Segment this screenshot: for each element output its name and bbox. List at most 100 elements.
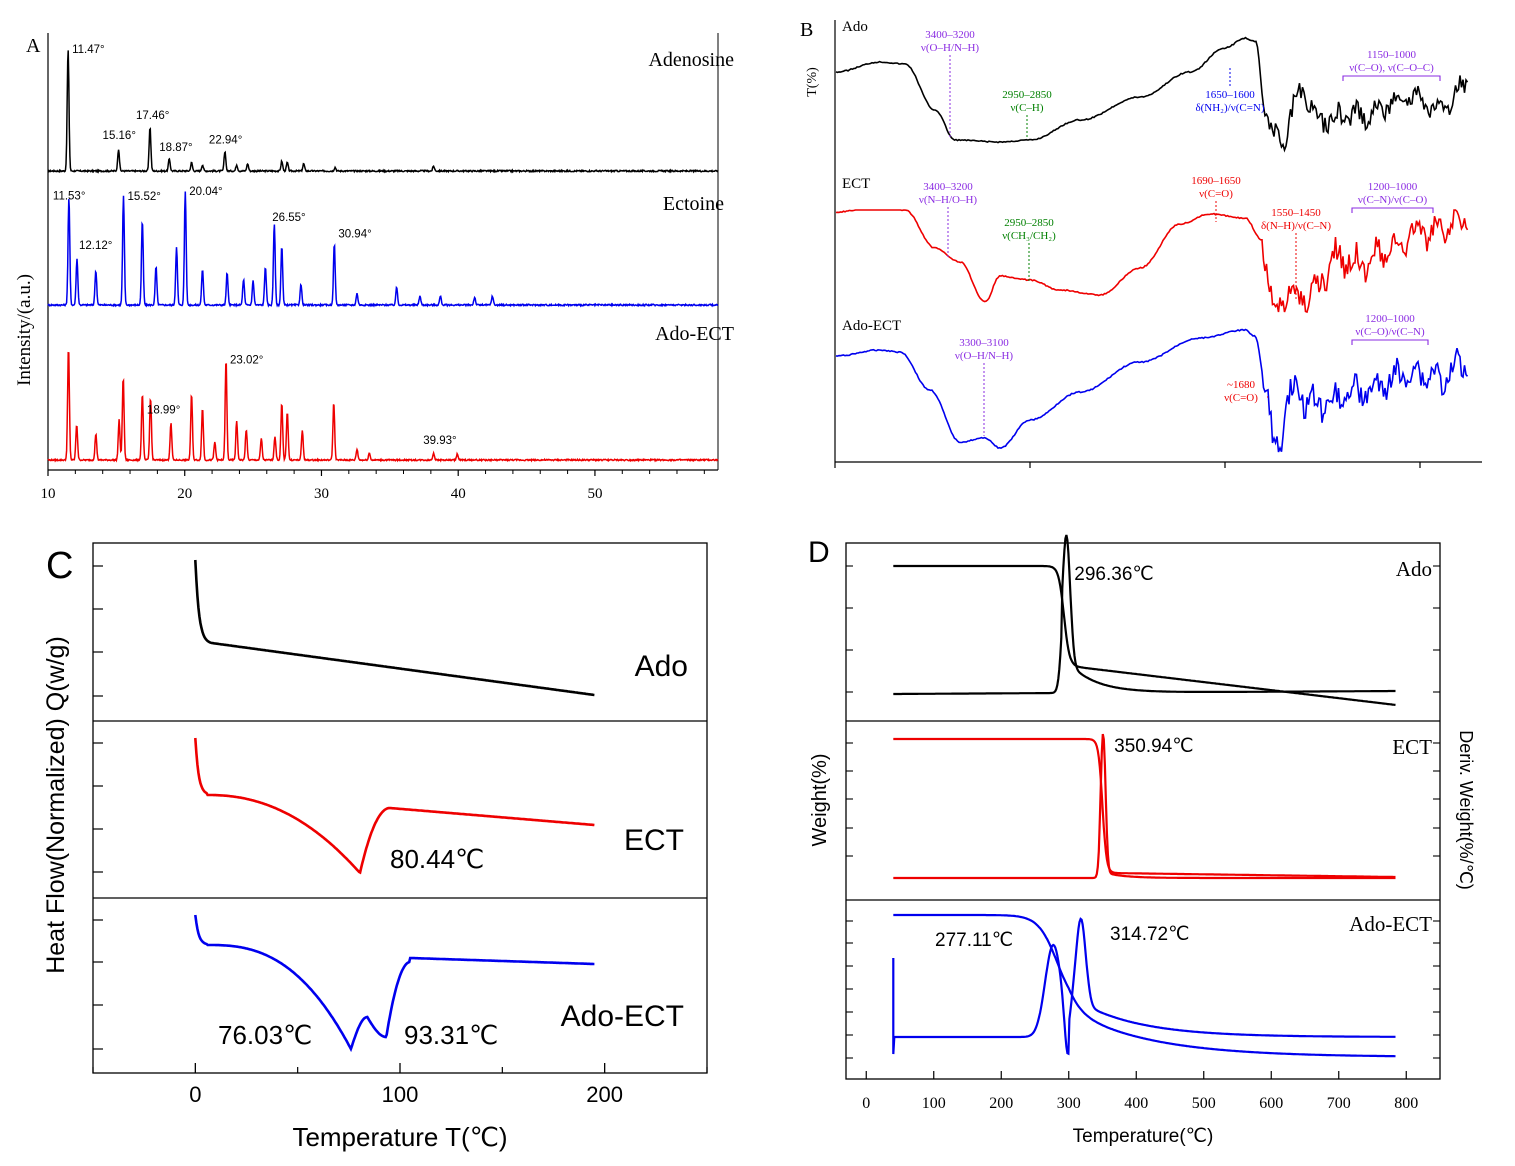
panel-d-peak-label: 350.94℃ xyxy=(1114,736,1193,757)
panel-b-legend-ado-ect: Ado-ECT xyxy=(842,318,901,334)
panel-b-band-label: 1200–1000 xyxy=(1365,313,1415,325)
panel-b-band-label: ν(C–O), ν(C–O–C) xyxy=(1349,62,1434,74)
panel-b-band-label: ν(O–H/N–H) xyxy=(955,350,1013,362)
panel-b-band-label: ν(O–H/N–H) xyxy=(921,42,979,54)
panel-d-xlabel: Temperature(℃) xyxy=(1073,1126,1214,1147)
panel-b-band-label: ~1680 xyxy=(1227,379,1255,391)
panel-c-legend-ect: ECT xyxy=(624,824,684,857)
panel-b-band-label: 1690–1650 xyxy=(1191,175,1241,187)
panel-letter-a: A xyxy=(26,35,41,57)
panel-a-series-ectoine xyxy=(47,191,719,308)
panel-a-xrd: A Intensity/(a.u.) 10 20 30 40 50 Adenosine 1… xyxy=(14,33,734,502)
panel-c-xtick-label: 0 xyxy=(189,1082,201,1107)
panel-d-xtick-label: 200 xyxy=(989,1095,1013,1112)
panel-a-peak-label: 18.99° xyxy=(147,404,180,416)
panel-b-band-bracket xyxy=(1351,339,1429,345)
panel-d-deriv-ado xyxy=(893,534,1396,696)
panel-c-series-ect xyxy=(194,737,595,875)
panel-c-dsc: C Heat Flow(Normalized) Q(w/g) Temperatu… xyxy=(42,542,708,1152)
panel-d-legend-ect: ECT xyxy=(1392,735,1432,759)
panel-d-peak-label: 277.11℃ xyxy=(935,930,1013,951)
panel-a-peak-label: 39.93° xyxy=(423,435,456,447)
panel-letter-c: C xyxy=(46,545,73,587)
panel-d-frame xyxy=(845,542,1441,1080)
panel-d-xtick-label: 0 xyxy=(862,1095,870,1112)
panel-d-xtick-label: 400 xyxy=(1124,1095,1148,1112)
panel-b-band-label: δ(N–H)/ν(C–N) xyxy=(1261,220,1331,232)
panel-b-band-label: ν(C=O) xyxy=(1224,392,1258,404)
panel-a-xtick-label: 20 xyxy=(177,486,192,502)
panel-b-series-ado xyxy=(835,36,1469,153)
panel-a-legend-ado-ect: Ado-ECT xyxy=(655,323,734,345)
panel-d-xtick-label: 800 xyxy=(1394,1095,1418,1112)
panel-c-transition-label: 93.31℃ xyxy=(404,1020,498,1050)
panel-a-peak-label: 20.04° xyxy=(189,186,222,198)
panel-c-transition-label: 80.44℃ xyxy=(390,844,484,874)
panel-a-xtick-label: 50 xyxy=(587,486,602,502)
panel-d-tga: D Weight(%) Deriv. Weight(%/℃) Temperatu… xyxy=(808,534,1476,1147)
panel-b-series-ect xyxy=(835,209,1469,314)
panel-d-ylabel: Weight(%) xyxy=(809,754,831,847)
panel-c-transition-label: 76.03℃ xyxy=(218,1020,312,1050)
panel-b-band-label: 1150–1000 xyxy=(1367,49,1417,61)
panel-d-xtick-label: 700 xyxy=(1327,1095,1351,1112)
panel-a-peak-label: 23.02° xyxy=(230,355,263,367)
panel-b-band-label: 2950–2850 xyxy=(1004,217,1054,229)
panel-b-band-label: ν(C–H) xyxy=(1010,102,1043,114)
panel-c-series-ado xyxy=(194,559,595,697)
panel-b-band-label: ν(C=O) xyxy=(1199,188,1233,200)
panel-b-band-label: 3400–3200 xyxy=(925,29,975,41)
panel-c-xlabel: Temperature T(℃) xyxy=(292,1122,507,1152)
panel-d-legend-ado-ect: Ado-ECT xyxy=(1349,912,1432,936)
panel-d-deriv-ado-ect xyxy=(892,917,1396,1056)
panel-b-band-label: ν(N–H/O–H) xyxy=(919,194,977,206)
panel-d-deriv-ect xyxy=(893,733,1396,880)
panel-c-xtick-label: 100 xyxy=(382,1082,419,1107)
panel-d-legend-ado: Ado xyxy=(1396,557,1432,581)
panel-a-xtick-label: 30 xyxy=(314,486,329,502)
panel-d-weight-ado xyxy=(893,564,1396,706)
panel-b-band-label: δ(NH₂)/ν(C=N) xyxy=(1195,102,1264,114)
panel-d-weight-ect xyxy=(893,737,1396,879)
panel-d-xtick-label: 100 xyxy=(922,1095,946,1112)
panel-c-xtick-label: 200 xyxy=(586,1082,623,1107)
panel-b-band-label: 1550–1450 xyxy=(1271,207,1321,219)
panel-b-band-bracket xyxy=(1342,75,1441,81)
panel-a-peak-label: 18.87° xyxy=(159,142,192,154)
panel-a-peak-label: 15.52° xyxy=(127,191,160,203)
panel-c-series-ado-ect xyxy=(194,914,595,1053)
panel-d-peak-label: 296.36℃ xyxy=(1074,564,1153,585)
panel-a-peak-label: 11.53° xyxy=(53,190,86,202)
panel-b-band-label: ν(C–O)/ν(C–N) xyxy=(1355,326,1425,338)
panel-b-band-label: 2950–2850 xyxy=(1002,89,1052,101)
panel-d-peak-label: 314.72℃ xyxy=(1110,924,1189,945)
panel-c-legend-ado: Ado xyxy=(635,650,688,683)
panel-d-xtick-label: 600 xyxy=(1259,1095,1283,1112)
panel-b-band-label: ν(CH₃/CH₂) xyxy=(1002,230,1056,242)
panel-b-band-label: 1650–1600 xyxy=(1205,89,1255,101)
panel-b-band-bracket xyxy=(1351,207,1434,213)
panel-a-peak-label: 17.46° xyxy=(136,110,169,122)
panel-a-xtick-label: 40 xyxy=(451,486,466,502)
panel-d-xtick-label: 300 xyxy=(1057,1095,1081,1112)
panel-c-ylabel: Heat Flow(Normalized) Q(w/g) xyxy=(42,636,70,974)
panel-b-ftir: B T(%) AdoECTAdo-ECT3400–3200ν(O–H/N–H)2… xyxy=(800,19,1482,468)
panel-a-peak-label: 22.94° xyxy=(209,134,242,146)
panel-d-ylabel2: Deriv. Weight(%/℃) xyxy=(1456,730,1476,890)
panel-d-weight-ado-ect xyxy=(893,913,1396,1058)
panel-b-band-label: 3400–3200 xyxy=(923,181,973,193)
panel-b-legend-ect: ECT xyxy=(842,176,870,192)
panel-a-xtick-label: 10 xyxy=(41,486,56,502)
panel-b-band-label: 3300–3100 xyxy=(959,337,1009,349)
